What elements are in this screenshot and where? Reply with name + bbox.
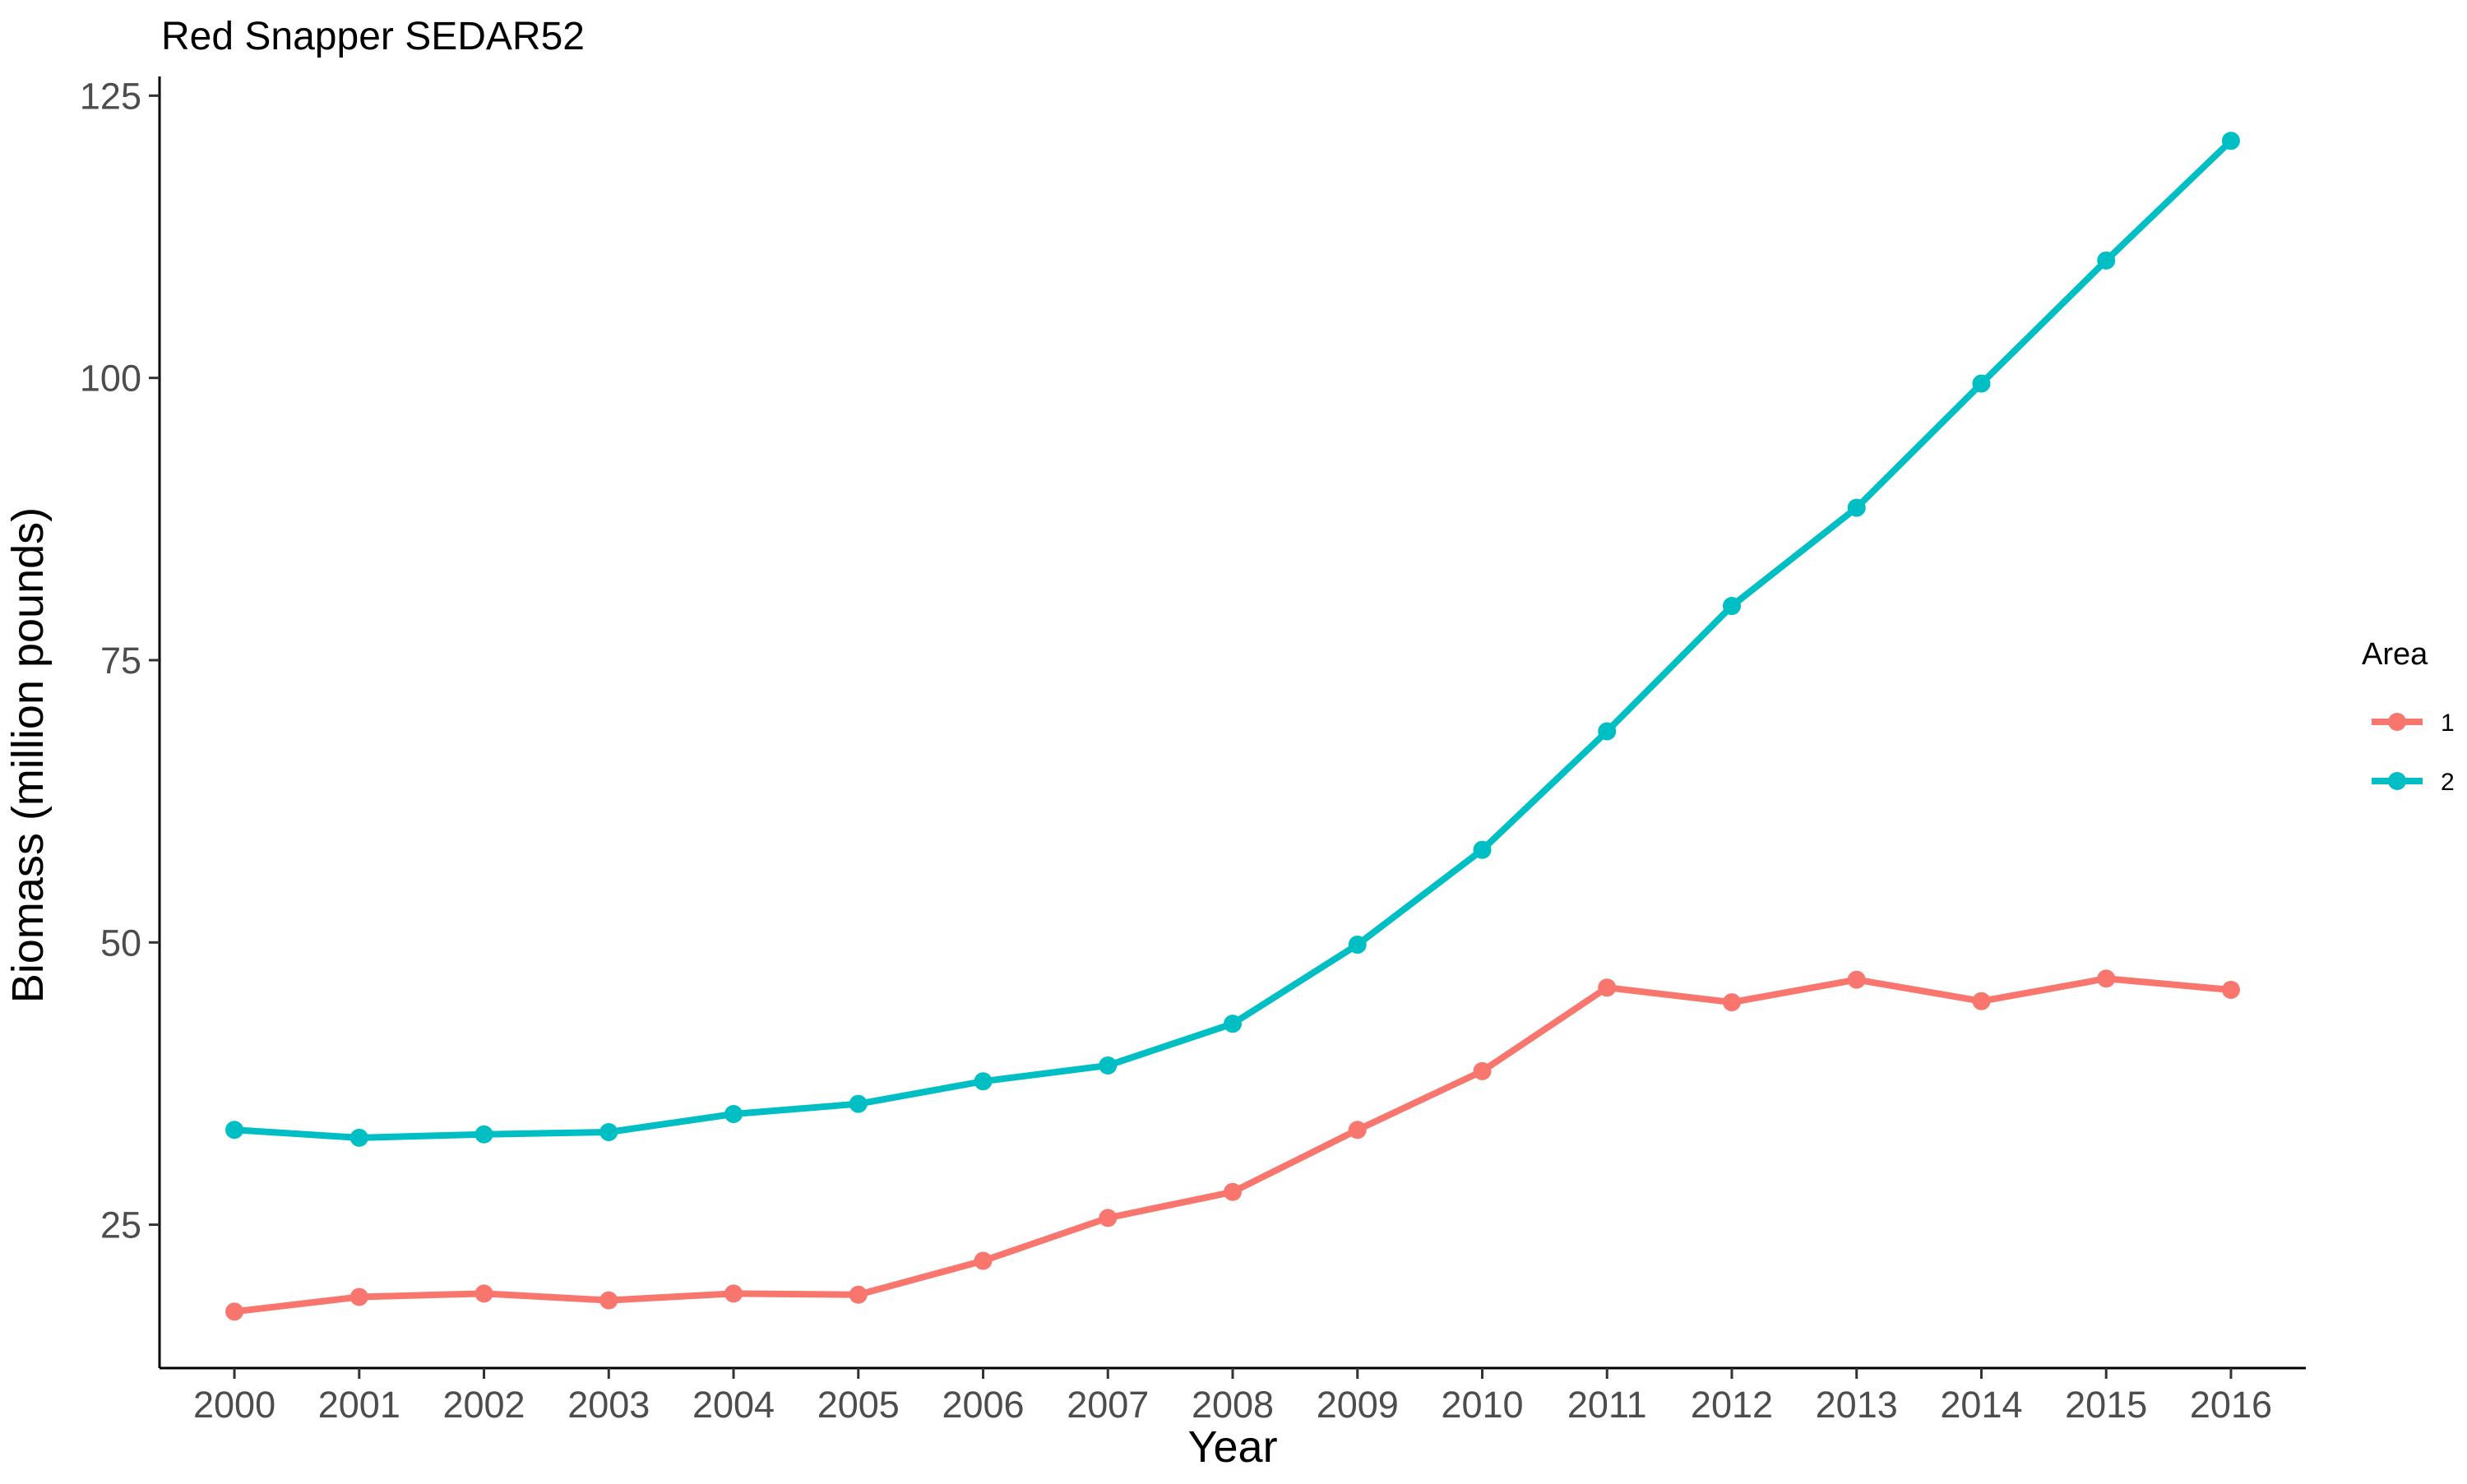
data-point-area-1 [2097,969,2116,988]
data-point-area-1 [849,1285,868,1304]
x-tick-label: 2015 [2065,1384,2147,1426]
data-point-area-1 [1598,978,1617,997]
legend-key-point [2388,713,2406,731]
legend-key-point [2388,772,2406,790]
legend-item-area-1: 1 [2372,710,2455,737]
data-point-area-1 [349,1288,368,1306]
x-tick-label: 2009 [1317,1384,1399,1426]
x-tick-label: 2006 [942,1384,1024,1426]
data-point-area-2 [1847,498,1866,517]
data-point-area-2 [599,1122,618,1141]
data-point-area-2 [849,1094,868,1113]
legend-title: Area [2362,637,2428,672]
data-point-area-1 [474,1284,493,1303]
series-layer [225,132,2240,1321]
legend: Area 12 [2362,637,2455,796]
series-line-area-2 [231,137,2234,1141]
x-tick-label: 2014 [1940,1384,2022,1426]
series-area-2 [225,132,2240,1147]
legend-label: 1 [2441,710,2455,737]
data-point-area-1 [1972,992,1991,1010]
data-point-area-2 [1722,597,1741,616]
data-point-area-1 [225,1302,244,1321]
data-point-area-2 [225,1121,244,1140]
x-tick-label: 2016 [2190,1384,2272,1426]
y-tick-label: 25 [100,1204,141,1246]
y-axis-title: Biomass (million pounds) [3,507,53,1003]
y-axis-ticks: 25 50 75 100 125 [80,75,160,1246]
data-point-area-1 [1099,1209,1118,1227]
y-tick-label: 125 [80,75,141,117]
data-point-area-1 [974,1251,993,1270]
x-tick-label: 2010 [1441,1384,1523,1426]
x-tick-label: 2007 [1067,1384,1149,1426]
data-point-area-2 [724,1105,743,1124]
data-point-area-2 [1473,840,1492,859]
data-point-area-2 [1348,936,1367,955]
x-tick-label: 2001 [318,1384,400,1426]
y-tick-label: 50 [100,922,141,964]
x-tick-label: 2002 [442,1384,525,1426]
x-tick-label: 2000 [193,1384,275,1426]
x-tick-label: 2004 [692,1384,775,1426]
data-point-area-1 [724,1284,743,1303]
data-point-area-1 [1348,1121,1367,1140]
data-point-area-2 [474,1125,493,1144]
data-point-area-1 [2221,980,2240,999]
x-tick-label: 2008 [1192,1384,1274,1426]
x-tick-label: 2012 [1691,1384,1773,1426]
x-axis-title: Year [1187,1422,1277,1472]
x-tick-label: 2005 [817,1384,900,1426]
x-tick-label: 2003 [567,1384,650,1426]
data-point-area-2 [1598,722,1617,741]
data-point-area-2 [2221,132,2240,150]
x-tick-label: 2011 [1567,1384,1647,1426]
y-tick-label: 100 [80,358,141,400]
data-point-area-2 [1972,374,1991,393]
data-point-area-2 [1099,1056,1118,1075]
x-tick-label: 2013 [1816,1384,1898,1426]
data-point-area-1 [1847,970,1866,989]
data-point-area-1 [1473,1061,1492,1080]
data-point-area-1 [599,1291,618,1310]
data-point-area-2 [349,1128,368,1147]
data-point-area-2 [1224,1015,1242,1033]
data-point-area-2 [974,1072,993,1091]
chart-title: Red Snapper SEDAR52 [161,15,585,58]
data-point-area-1 [1722,993,1741,1012]
x-axis-ticks: 2000 2001 2002 2003 2004 2005 2006 2007 2008 2009… [193,1368,2272,1426]
data-point-area-1 [1224,1182,1242,1201]
data-point-area-2 [2097,251,2116,270]
legend-items: 12 [2372,710,2455,796]
y-tick-label: 75 [100,640,141,682]
series-area-1 [225,969,2240,1321]
legend-label: 2 [2441,769,2455,796]
legend-item-area-2: 2 [2372,769,2455,796]
